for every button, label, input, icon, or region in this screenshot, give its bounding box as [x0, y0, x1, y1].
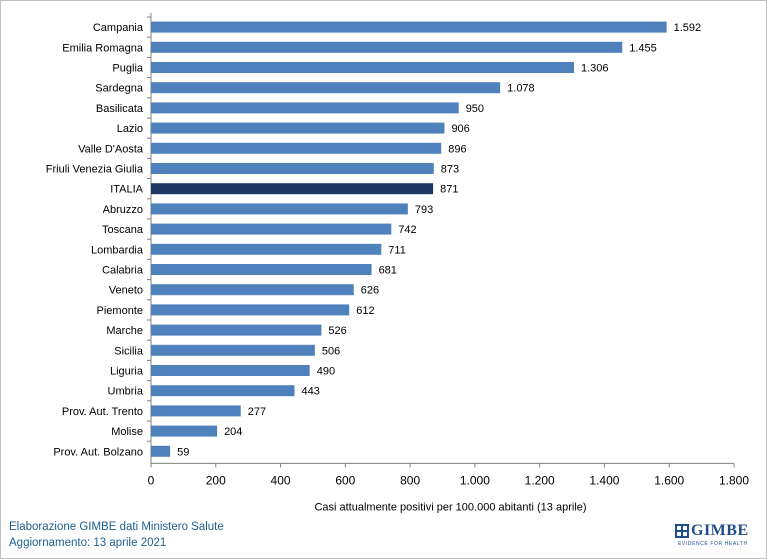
bar [151, 142, 442, 154]
bar [151, 102, 459, 114]
category-label: Toscana [102, 224, 144, 236]
category-label: Calabria [102, 265, 144, 277]
bar [151, 284, 354, 296]
data-label: 526 [328, 325, 346, 337]
category-label: Prov. Aut. Trento [62, 406, 143, 418]
logo-tagline: EVIDENCE FOR HEALTH [678, 541, 748, 547]
category-label: Veneto [109, 285, 143, 297]
x-tick-label: 800 [400, 473, 420, 487]
bar [151, 324, 322, 336]
category-label: Molise [111, 426, 143, 438]
data-label: 612 [356, 305, 374, 317]
data-label: 277 [248, 406, 266, 418]
x-tick-label: 1.400 [589, 473, 619, 487]
data-label: 906 [451, 123, 469, 135]
category-label: Piemonte [97, 305, 143, 317]
data-label: 1.592 [674, 22, 702, 34]
category-label: Lombardia [91, 244, 144, 256]
gimbe-logo-mark-icon [675, 524, 689, 538]
x-tick-label: 1.800 [719, 473, 749, 487]
data-label: 1.306 [581, 63, 609, 75]
bar [151, 41, 623, 53]
category-label: Sardegna [95, 83, 144, 95]
x-tick-label: 1.000 [460, 473, 490, 487]
data-label: 950 [466, 103, 484, 115]
bar [151, 203, 408, 215]
data-label: 490 [317, 366, 335, 378]
chart-footer: Elaborazione GIMBE dati Ministero Salute… [9, 519, 224, 551]
bar [151, 365, 310, 376]
bar [151, 304, 350, 316]
category-label: ITALIA [110, 184, 143, 196]
data-label: 1.078 [507, 83, 535, 95]
category-label: Puglia [112, 63, 143, 75]
bar [151, 163, 434, 174]
bar [151, 425, 218, 437]
bar [151, 405, 241, 417]
category-label: Liguria [110, 366, 144, 378]
x-tick-label: 0 [148, 473, 155, 487]
data-label: 742 [398, 224, 416, 236]
category-label: Umbria [108, 386, 144, 398]
bar [151, 82, 501, 94]
data-label: 711 [388, 244, 406, 256]
x-tick-label: 1.600 [654, 473, 684, 487]
bar [151, 445, 171, 457]
x-tick-label: 400 [271, 473, 291, 487]
category-label: Sicilia [114, 345, 144, 357]
category-label: Lazio [117, 123, 143, 135]
data-label: 59 [177, 446, 189, 458]
category-label: Valle D'Aosta [78, 143, 144, 155]
data-label: 681 [379, 265, 397, 277]
bar [151, 122, 445, 134]
category-label: Campania [93, 22, 144, 34]
logo-wordmark: GIMBE [691, 522, 749, 539]
x-tick-label: 200 [206, 473, 226, 487]
category-label: Prov. Aut. Bolzano [53, 446, 143, 458]
bar [151, 344, 315, 356]
gimbe-logo: GIMBE EVIDENCE FOR HEALTH [675, 522, 765, 548]
bar [151, 21, 667, 33]
source-credit: Elaborazione GIMBE dati Ministero Salute [9, 521, 224, 533]
update-date: Aggiornamento: 13 aprile 2021 [9, 537, 167, 549]
data-label: 626 [361, 285, 379, 297]
data-label: 204 [224, 426, 242, 438]
category-label: Friuli Venezia Giulia [46, 164, 144, 176]
x-tick-label: 600 [335, 473, 355, 487]
bar-highlight [151, 183, 434, 195]
category-label: Abruzzo [103, 204, 143, 216]
x-axis-title: Casi attualmente positivi per 100.000 ab… [314, 501, 586, 513]
data-label: 1.455 [629, 42, 657, 54]
bar [151, 385, 295, 397]
data-label: 506 [322, 345, 340, 357]
data-label: 871 [440, 184, 458, 196]
data-label: 873 [441, 164, 459, 176]
category-label: Basilicata [96, 103, 144, 115]
bar-chart: Campania 1.592 Emilia Romagna 1.455 Puglia 1.… [46, 13, 749, 513]
category-label: Emilia Romagna [62, 42, 144, 54]
x-tick-label: 1.200 [525, 473, 555, 487]
category-label: Marche [106, 325, 143, 337]
bar [151, 264, 372, 275]
data-label: 443 [301, 386, 319, 398]
bar [151, 223, 392, 235]
bar [151, 243, 382, 255]
bar [151, 62, 574, 73]
data-label: 793 [415, 204, 433, 216]
data-label: 896 [448, 143, 466, 155]
